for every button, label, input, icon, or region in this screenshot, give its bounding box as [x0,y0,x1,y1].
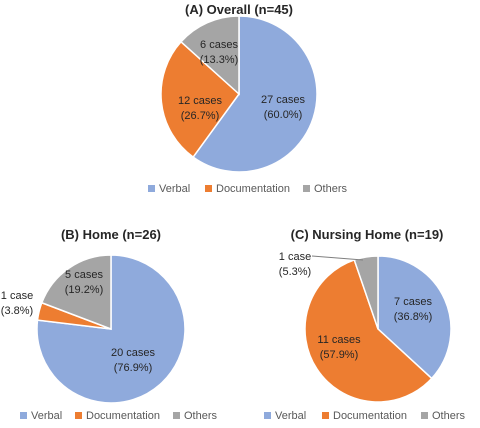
pie-b-label-others-line-2: (19.2%) [65,284,104,296]
pie-a-legend-swatch-verbal [148,185,155,192]
pie-c-legend-swatch-others [421,412,428,419]
pie-c-label-verbal-line-2: (36.8%) [394,311,433,323]
pie-b-label-verbal-line-2: (76.9%) [114,362,153,374]
pie-c-slice-verbal [377,255,452,380]
pie-b-legend-swatch-verbal [20,412,27,419]
pie-a-label-documentation-line-1: 12 cases [178,95,223,107]
pie-c-slice-documentation [304,259,433,403]
pie-c-label-others-line-2: (5.3%) [279,266,311,278]
pie-c-legend-swatch-verbal [264,412,271,419]
pie-a-legend-swatch-others [303,185,310,192]
pie-c-legend-label-documentation: Documentation [333,410,407,422]
pie-a-legend-swatch-documentation [205,185,212,192]
pie-b-legend-swatch-others [173,412,180,419]
pie-b-legend-label-others: Others [184,410,218,422]
pie-a-legend-label-documentation: Documentation [216,183,290,195]
pie-a-slice-documentation [160,40,241,159]
pie-c-legend-label-verbal: Verbal [275,410,306,422]
pie-a-legend-label-others: Others [314,183,348,195]
pie-b-slice-others [40,254,112,331]
pie-b-label-documentation-line-2: (3.8%) [1,305,33,317]
pie-c-leader-line-others [311,255,364,261]
pie-c-legend-swatch-documentation [322,412,329,419]
pie-c-legend-label-others: Others [432,410,466,422]
pie-a-label-verbal-line-1: 27 cases [261,94,306,106]
pie-c-label-documentation-line-2: (57.9%) [320,349,359,361]
pie-c-label-others-line-1: 1 case [279,251,311,263]
pie-b-legend-label-documentation: Documentation [86,410,160,422]
pie-c-slice-others [353,255,379,330]
pie-b-label-others-line-1: 5 cases [65,269,103,281]
pie-a: 27 cases (60.0%) 12 cases (26.7%) 6 cases (13… [148,15,348,195]
pie-a-label-others-line-1: 6 cases [200,39,238,51]
chart-b-title: (B) Home (n=26) [61,227,161,242]
pie-a-legend-label-verbal: Verbal [159,183,190,195]
pie-c-label-verbal-line-1: 7 cases [394,296,432,308]
pie-a-slice-others [179,15,240,96]
pie-a-label-others-line-2: (13.3%) [200,54,239,66]
chart-c-title: (C) Nursing Home (n=19) [291,227,444,242]
chart-a-title: (A) Overall (n=45) [185,2,293,17]
pie-b-label-documentation-line-1: 1 case [1,290,33,302]
pie-b-legend-label-verbal: Verbal [31,410,62,422]
pie-b: 20 cases (76.9%) 1 case (3.8%) 5 cases (19.2%… [1,254,218,422]
pie-b-legend-swatch-documentation [75,412,82,419]
pie-a-label-verbal-line-2: (60.0%) [264,109,303,121]
pie-c-label-documentation-line-1: 11 cases [317,334,361,346]
pie-a-slice-verbal [192,15,318,173]
pie-a-label-documentation-line-2: (26.7%) [181,110,220,122]
pie-b-label-verbal-line-1: 20 cases [111,347,156,359]
pie-c: 7 cases (36.8%) 11 cases (57.9%) 1 case (5.3%… [264,251,466,422]
